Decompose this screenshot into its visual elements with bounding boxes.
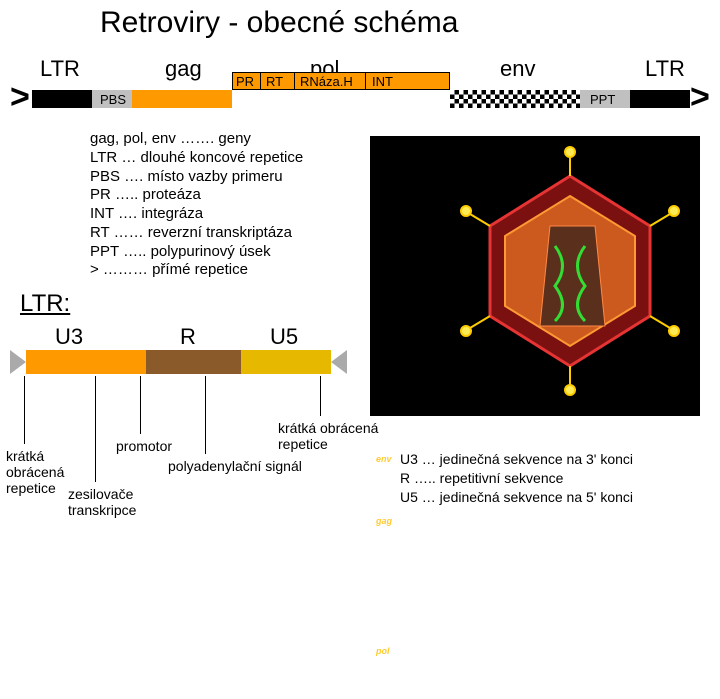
label-rnh: RNáza.H: [300, 74, 353, 89]
ltr-u3-bar: [26, 350, 146, 374]
bar-gag: [132, 90, 232, 108]
ltr-u3-label: U3: [55, 324, 83, 350]
label-ltr-left: LTR: [40, 56, 80, 82]
ann-short-ir-left: krátká obrácená repetice: [6, 448, 76, 496]
rleg-l3: U5 … jedinečná sekvence na 5' konci: [400, 488, 633, 507]
ltr-r-label: R: [180, 324, 196, 350]
virus-label-pr: Protease PR p9: [376, 659, 506, 669]
ltr-arrow-in: [10, 350, 26, 374]
ltr-u5-bar: [241, 350, 331, 374]
label-gag: gag: [165, 56, 202, 82]
ann-short-ir-right: krátká obrácená repetice: [278, 420, 388, 452]
label-int: INT: [372, 74, 393, 89]
label-pr: PR: [236, 74, 254, 89]
rleg-l1: U3 … jedinečná sekvence na 3' konci: [400, 450, 633, 469]
right-legend: U3 … jedinečná sekvence na 3' konci R ….…: [400, 450, 633, 507]
virus-label-rt: Reverse Transc RT & RNAse H p66: [376, 671, 506, 691]
bar-ltr-left: [32, 90, 92, 108]
label-pbs: PBS: [100, 92, 126, 107]
virus-illustration: Surface Glycoprotein SU gp120 env Transm…: [370, 136, 700, 416]
ltr-title: LTR:: [20, 290, 70, 318]
virus-label-su: Surface Glycoprotein SU gp120: [376, 423, 486, 443]
label-ppt: PPT: [590, 92, 615, 107]
arrow-left: >: [10, 78, 30, 117]
legend-l7: PPT ….. polypurinový úsek: [90, 243, 303, 262]
legend-l6: RT …… reverzní transkriptáza: [90, 224, 303, 243]
arrow-right: >: [690, 78, 710, 117]
virus-label-ca: Capsid CA p24: [376, 571, 436, 601]
ann-promoter: promotor: [116, 438, 172, 454]
virus-label-rna: RNA (2 molecules): [376, 617, 456, 637]
legend-l2: LTR … dlouhé koncové repetice: [90, 149, 303, 168]
ann-polya: polyadenylační signál: [168, 458, 302, 474]
virus-label-int: Integrase IN p32: [376, 689, 506, 699]
label-rt: RT: [266, 74, 283, 89]
bar-ltr-right: [630, 90, 690, 108]
ltr-r-bar: [146, 350, 241, 374]
virus-label-pol: pol: [376, 647, 390, 657]
legend-l5: INT …. integráza: [90, 205, 303, 224]
legend-l8: > ……… přímé repetice: [90, 261, 303, 280]
ltr-u5-label: U5: [270, 324, 298, 350]
legend-block: gag, pol, env ……. geny LTR … dlouhé konc…: [90, 130, 303, 280]
ann-enhancers: zesilovače transkripce: [68, 486, 158, 518]
ltr-arrow-out: [331, 350, 347, 374]
legend-l1: gag, pol, env ……. geny: [90, 130, 303, 149]
virus-label-gag: gag: [376, 517, 392, 527]
virus-label-ma: Membrane Associated Protein MA p17: [376, 531, 476, 561]
label-env: env: [500, 56, 535, 82]
bar-env: [450, 90, 580, 108]
legend-l3: PBS …. místo vazby primeru: [90, 168, 303, 187]
label-ltr-right: LTR: [645, 56, 685, 82]
genome-schema: LTR gag pol env LTR > PBS PR RT RNáza.H …: [10, 56, 710, 112]
legend-l4: PR ….. proteáza: [90, 186, 303, 205]
page-title: Retroviry - obecné schéma: [100, 6, 458, 40]
rleg-l2: R ….. repetitivní sekvence: [400, 469, 633, 488]
